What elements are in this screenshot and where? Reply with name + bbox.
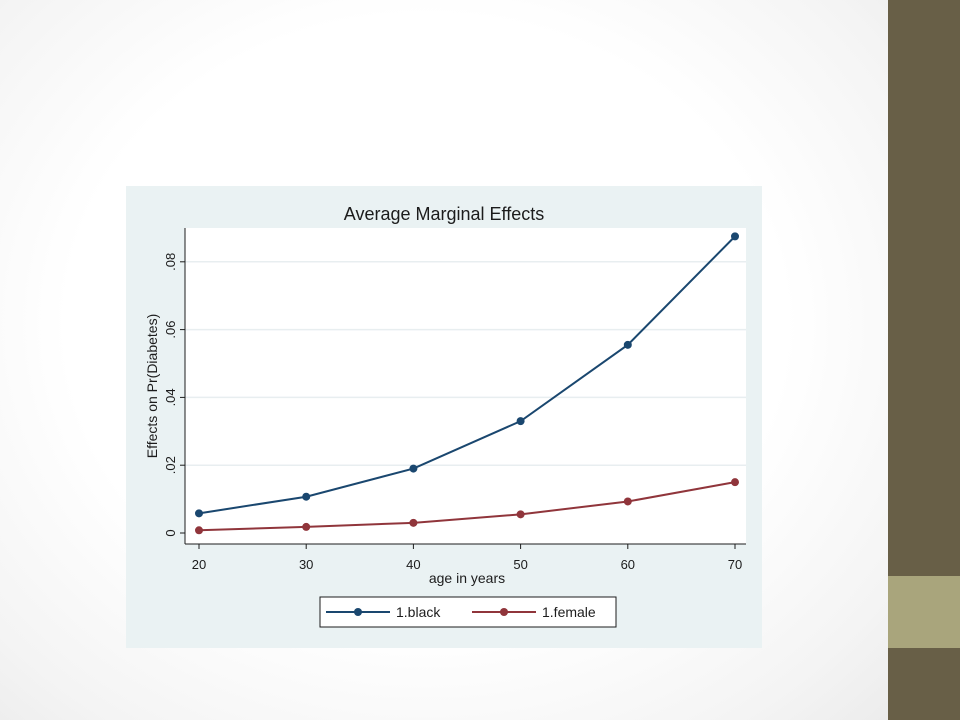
data-point [623, 497, 632, 506]
series-line [198, 235, 736, 515]
series-line [198, 481, 736, 532]
x-tick-label: 20 [192, 557, 206, 572]
x-tick-label: 50 [513, 557, 527, 572]
data-point [409, 464, 418, 473]
data-point [623, 340, 632, 349]
y-tick-label: .06 [163, 321, 178, 339]
data-point [302, 492, 311, 501]
y-tick-label: .02 [163, 456, 178, 474]
legend-items: 1.black 1.female [326, 604, 596, 620]
x-tick-label: 40 [406, 557, 420, 572]
legend-label: 1.black [396, 604, 441, 620]
legend: 1.black 1.female [319, 596, 617, 628]
data-point [195, 526, 203, 535]
y-tick-label: .08 [163, 253, 178, 271]
plot-area [185, 228, 746, 544]
grid-lines [185, 261, 746, 466]
data-point [516, 510, 525, 519]
axes: 0 .02 .04 .06 .08 20 30 40 50 60 70 [163, 228, 746, 572]
chart-title: Average Marginal Effects [344, 204, 544, 224]
data-point [731, 232, 739, 241]
side-bar-accent [888, 576, 960, 648]
legend-label: 1.female [542, 604, 596, 620]
data-point [195, 509, 203, 518]
x-axis-label: age in years [429, 570, 505, 586]
y-tick-label: .04 [163, 388, 178, 406]
x-tick-label: 60 [621, 557, 635, 572]
y-tick-label: 0 [163, 529, 178, 536]
series-group [195, 232, 739, 535]
legend-marker [500, 608, 508, 616]
data-point [302, 522, 311, 531]
x-tick-label: 70 [728, 557, 742, 572]
legend-marker [354, 608, 362, 616]
x-tick-label: 30 [299, 557, 313, 572]
data-point [516, 417, 525, 426]
data-point [409, 518, 418, 527]
data-point [731, 478, 739, 487]
y-axis-label: Effects on Pr(Diabetes) [144, 314, 160, 458]
